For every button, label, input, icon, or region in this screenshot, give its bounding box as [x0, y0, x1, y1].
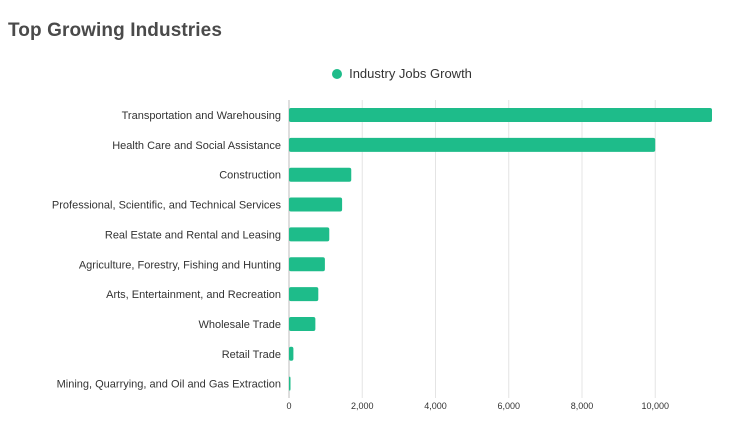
x-tick-label: 10,000	[641, 401, 669, 411]
bar[interactable]	[289, 376, 291, 391]
bar[interactable]	[289, 167, 352, 182]
category-label: Agriculture, Forestry, Fishing and Hunti…	[79, 259, 281, 271]
category-label: Transportation and Warehousing	[122, 110, 281, 122]
x-tick-label: 4,000	[424, 401, 447, 411]
legend-entry[interactable]: Industry Jobs Growth	[332, 66, 472, 81]
category-label: Retail Trade	[222, 349, 281, 361]
category-label: Mining, Quarrying, and Oil and Gas Extra…	[57, 379, 281, 391]
category-label: Professional, Scientific, and Technical …	[52, 200, 282, 212]
category-label: Arts, Entertainment, and Recreation	[106, 289, 281, 301]
bar[interactable]	[289, 287, 319, 302]
bar[interactable]	[289, 137, 656, 152]
category-label: Wholesale Trade	[198, 319, 281, 331]
bar[interactable]	[289, 108, 712, 122]
bar[interactable]	[289, 346, 294, 361]
legend-marker	[332, 68, 343, 79]
category-label: Real Estate and Rental and Leasing	[105, 229, 281, 241]
chart-title: Top Growing Industries	[8, 20, 223, 41]
bar[interactable]	[289, 316, 316, 331]
x-tick-label: 8,000	[571, 401, 594, 411]
bar[interactable]	[289, 257, 325, 272]
category-label: Health Care and Social Assistance	[112, 140, 281, 152]
category-label: Construction	[219, 170, 281, 182]
bar[interactable]	[289, 227, 330, 242]
bar[interactable]	[289, 197, 343, 212]
legend: Industry Jobs Growth	[0, 66, 742, 82]
x-tick-label: 0	[286, 401, 291, 411]
x-tick-label: 6,000	[497, 401, 520, 411]
x-tick-label: 2,000	[351, 401, 374, 411]
legend-label: Industry Jobs Growth	[349, 66, 472, 81]
